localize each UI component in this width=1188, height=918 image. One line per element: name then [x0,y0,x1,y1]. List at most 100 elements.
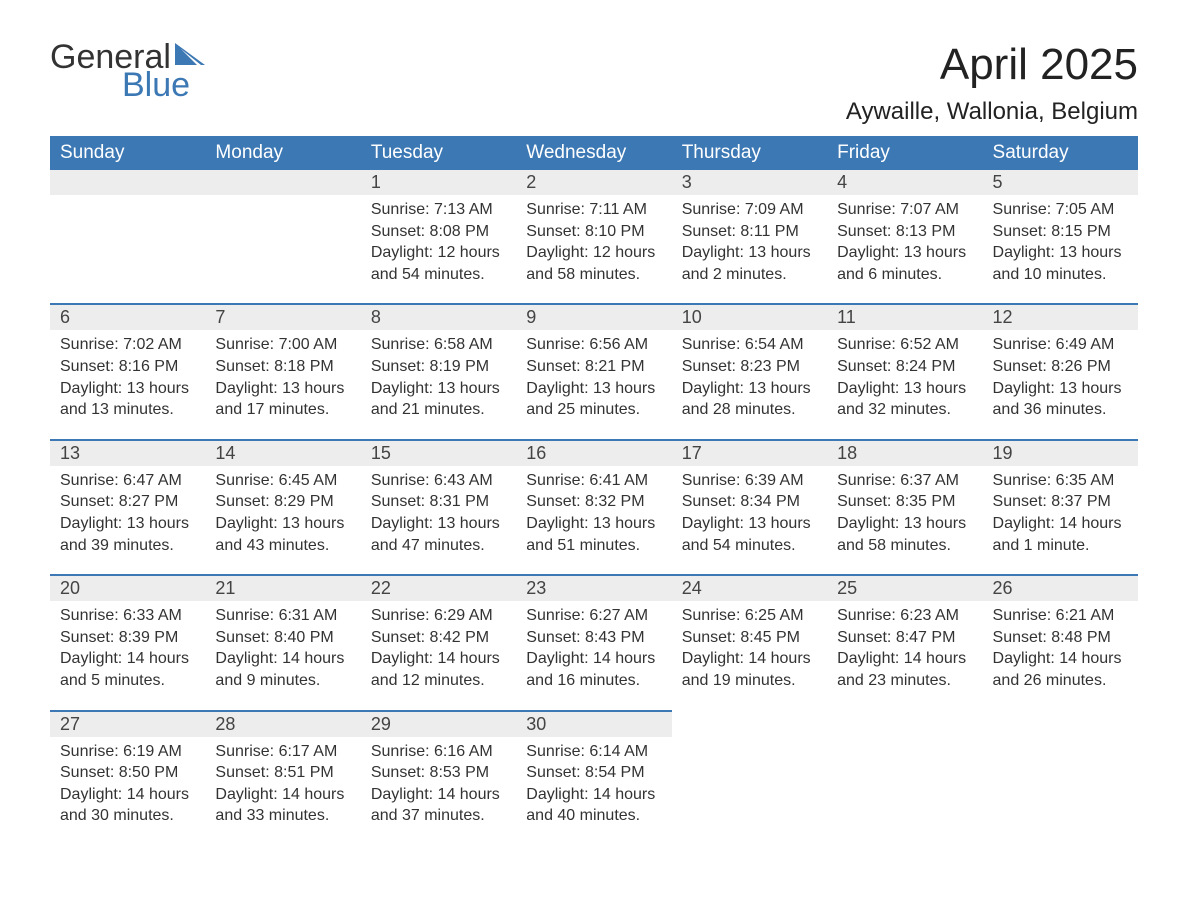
day-content-cell: Sunrise: 6:25 AMSunset: 8:45 PMDaylight:… [672,601,827,710]
sunrise-text: Sunrise: 6:37 AM [837,470,972,492]
day-number-cell: 22 [361,575,516,601]
day-number-cell: 8 [361,304,516,330]
day-content-cell: Sunrise: 6:21 AMSunset: 8:48 PMDaylight:… [983,601,1138,710]
day-content-cell: Sunrise: 6:31 AMSunset: 8:40 PMDaylight:… [205,601,360,710]
sunrise-text: Sunrise: 6:16 AM [371,741,506,763]
day-content-row: Sunrise: 6:19 AMSunset: 8:50 PMDaylight:… [50,737,1138,845]
day-content-cell: Sunrise: 7:07 AMSunset: 8:13 PMDaylight:… [827,195,982,304]
sunrise-text: Sunrise: 6:45 AM [215,470,350,492]
day-content-cell: Sunrise: 6:43 AMSunset: 8:31 PMDaylight:… [361,466,516,575]
sunrise-text: Sunrise: 6:17 AM [215,741,350,763]
sunset-text: Sunset: 8:43 PM [526,627,661,649]
sunrise-text: Sunrise: 6:41 AM [526,470,661,492]
day2-text: and 5 minutes. [60,670,195,692]
sunrise-text: Sunrise: 7:13 AM [371,199,506,221]
day1-text: Daylight: 14 hours [526,648,661,670]
day1-text: Daylight: 13 hours [371,513,506,535]
day1-text: Daylight: 14 hours [371,648,506,670]
sunset-text: Sunset: 8:27 PM [60,491,195,513]
day-content-cell: Sunrise: 6:54 AMSunset: 8:23 PMDaylight:… [672,330,827,439]
sunset-text: Sunset: 8:29 PM [215,491,350,513]
day-number-row: 12345 [50,170,1138,195]
day-content-cell: Sunrise: 6:47 AMSunset: 8:27 PMDaylight:… [50,466,205,575]
day-number-cell: 5 [983,170,1138,195]
day1-text: Daylight: 13 hours [993,378,1128,400]
day-content-row: Sunrise: 7:02 AMSunset: 8:16 PMDaylight:… [50,330,1138,439]
day-content-cell [205,195,360,304]
page-header: General Blue April 2025 Aywaille, Wallon… [50,40,1138,126]
weekday-header: Wednesday [516,136,671,170]
day-number-cell [983,711,1138,737]
day1-text: Daylight: 13 hours [526,513,661,535]
sunset-text: Sunset: 8:51 PM [215,762,350,784]
day-content-cell: Sunrise: 7:00 AMSunset: 8:18 PMDaylight:… [205,330,360,439]
day-number-cell: 19 [983,440,1138,466]
day2-text: and 54 minutes. [371,264,506,286]
sunrise-text: Sunrise: 7:00 AM [215,334,350,356]
day-number-row: 6789101112 [50,304,1138,330]
sunrise-text: Sunrise: 6:25 AM [682,605,817,627]
day-number-cell: 27 [50,711,205,737]
day-number-cell: 15 [361,440,516,466]
day-content-cell [983,737,1138,845]
day1-text: Daylight: 13 hours [526,378,661,400]
day-content-cell: Sunrise: 6:56 AMSunset: 8:21 PMDaylight:… [516,330,671,439]
weekday-header: Sunday [50,136,205,170]
day-number-cell: 25 [827,575,982,601]
day2-text: and 33 minutes. [215,805,350,827]
sunrise-text: Sunrise: 6:54 AM [682,334,817,356]
day-number-cell [50,170,205,195]
day-number-row: 27282930 [50,711,1138,737]
sunset-text: Sunset: 8:11 PM [682,221,817,243]
day-content-cell: Sunrise: 6:23 AMSunset: 8:47 PMDaylight:… [827,601,982,710]
sunset-text: Sunset: 8:34 PM [682,491,817,513]
day-number-cell: 16 [516,440,671,466]
day2-text: and 21 minutes. [371,399,506,421]
sunset-text: Sunset: 8:21 PM [526,356,661,378]
day2-text: and 17 minutes. [215,399,350,421]
sunset-text: Sunset: 8:31 PM [371,491,506,513]
day1-text: Daylight: 12 hours [371,242,506,264]
day2-text: and 43 minutes. [215,535,350,557]
sunrise-text: Sunrise: 6:39 AM [682,470,817,492]
sunrise-text: Sunrise: 6:21 AM [993,605,1128,627]
day-number-cell: 18 [827,440,982,466]
sunrise-text: Sunrise: 6:35 AM [993,470,1128,492]
sunrise-text: Sunrise: 6:23 AM [837,605,972,627]
title-block: April 2025 Aywaille, Wallonia, Belgium [846,40,1138,126]
sunset-text: Sunset: 8:39 PM [60,627,195,649]
day-content-cell: Sunrise: 6:35 AMSunset: 8:37 PMDaylight:… [983,466,1138,575]
day1-text: Daylight: 13 hours [60,513,195,535]
day2-text: and 30 minutes. [60,805,195,827]
sunrise-text: Sunrise: 6:33 AM [60,605,195,627]
day2-text: and 51 minutes. [526,535,661,557]
day2-text: and 32 minutes. [837,399,972,421]
day2-text: and 9 minutes. [215,670,350,692]
day1-text: Daylight: 13 hours [215,513,350,535]
sunrise-text: Sunrise: 7:11 AM [526,199,661,221]
sunrise-text: Sunrise: 7:02 AM [60,334,195,356]
sunrise-text: Sunrise: 6:43 AM [371,470,506,492]
sunrise-text: Sunrise: 6:47 AM [60,470,195,492]
day2-text: and 2 minutes. [682,264,817,286]
sunrise-text: Sunrise: 7:09 AM [682,199,817,221]
day-content-cell: Sunrise: 6:16 AMSunset: 8:53 PMDaylight:… [361,737,516,845]
day2-text: and 12 minutes. [371,670,506,692]
sunrise-text: Sunrise: 6:31 AM [215,605,350,627]
day-number-cell: 4 [827,170,982,195]
day-content-cell: Sunrise: 6:29 AMSunset: 8:42 PMDaylight:… [361,601,516,710]
brand-logo: General Blue [50,40,209,102]
sunrise-text: Sunrise: 6:14 AM [526,741,661,763]
sunrise-text: Sunrise: 6:52 AM [837,334,972,356]
day2-text: and 1 minute. [993,535,1128,557]
day-number-cell: 17 [672,440,827,466]
sunset-text: Sunset: 8:47 PM [837,627,972,649]
day2-text: and 58 minutes. [526,264,661,286]
day1-text: Daylight: 13 hours [682,513,817,535]
weekday-header: Friday [827,136,982,170]
day-content-cell: Sunrise: 7:05 AMSunset: 8:15 PMDaylight:… [983,195,1138,304]
day2-text: and 28 minutes. [682,399,817,421]
sunset-text: Sunset: 8:48 PM [993,627,1128,649]
day-number-cell: 6 [50,304,205,330]
day2-text: and 40 minutes. [526,805,661,827]
